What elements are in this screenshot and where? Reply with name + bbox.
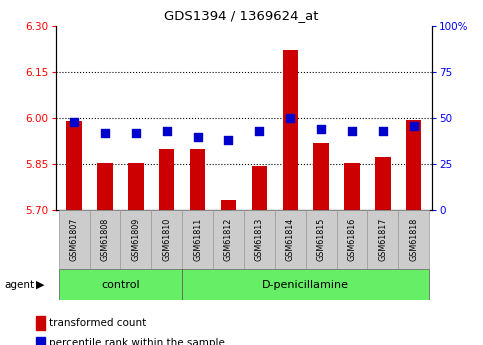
- Text: GSM61810: GSM61810: [162, 217, 171, 261]
- Text: transformed count: transformed count: [49, 318, 146, 328]
- Text: percentile rank within the sample: percentile rank within the sample: [49, 338, 225, 345]
- Text: GSM61808: GSM61808: [100, 217, 110, 261]
- Text: GSM61817: GSM61817: [378, 217, 387, 261]
- Bar: [213, 210, 244, 269]
- Bar: [275, 210, 306, 269]
- Bar: [221, 200, 236, 210]
- Point: [348, 128, 356, 134]
- Text: GSM61814: GSM61814: [286, 217, 295, 261]
- Bar: [128, 163, 143, 210]
- Bar: [120, 210, 151, 269]
- Text: GSM61812: GSM61812: [224, 217, 233, 261]
- Point: [132, 130, 140, 136]
- Bar: [306, 210, 337, 269]
- Bar: [182, 210, 213, 269]
- Point: [101, 130, 109, 136]
- Text: control: control: [101, 280, 140, 289]
- Text: GSM61813: GSM61813: [255, 217, 264, 261]
- Bar: [151, 210, 182, 269]
- Text: GSM61807: GSM61807: [70, 217, 79, 261]
- Point: [225, 138, 232, 143]
- Text: ▶: ▶: [36, 280, 45, 289]
- Bar: [337, 210, 368, 269]
- Text: agent: agent: [5, 280, 35, 289]
- Bar: [252, 166, 267, 210]
- Text: GSM61811: GSM61811: [193, 217, 202, 261]
- Bar: [368, 210, 398, 269]
- Bar: [36, 316, 45, 329]
- Bar: [66, 121, 82, 210]
- Text: GSM61815: GSM61815: [317, 217, 326, 261]
- Point: [317, 127, 325, 132]
- Bar: [190, 149, 205, 210]
- Bar: [398, 210, 429, 269]
- Text: GDS1394 / 1369624_at: GDS1394 / 1369624_at: [164, 9, 319, 22]
- Bar: [58, 210, 89, 269]
- Bar: [36, 337, 45, 345]
- Text: D-penicillamine: D-penicillamine: [262, 280, 349, 289]
- Bar: [89, 210, 120, 269]
- Bar: [244, 210, 275, 269]
- Point: [70, 119, 78, 125]
- Bar: [406, 120, 422, 210]
- Text: GSM61816: GSM61816: [347, 217, 356, 261]
- Point: [194, 134, 201, 139]
- Text: GSM61809: GSM61809: [131, 217, 141, 261]
- Bar: [97, 163, 113, 210]
- Bar: [58, 269, 182, 300]
- Point: [163, 128, 170, 134]
- Bar: [344, 163, 360, 210]
- Bar: [159, 149, 174, 210]
- Bar: [375, 157, 391, 210]
- Text: GSM61818: GSM61818: [409, 217, 418, 261]
- Point: [286, 115, 294, 121]
- Point: [410, 123, 418, 128]
- Bar: [182, 269, 429, 300]
- Bar: [313, 143, 329, 210]
- Point: [256, 128, 263, 134]
- Bar: [283, 50, 298, 210]
- Point: [379, 128, 387, 134]
